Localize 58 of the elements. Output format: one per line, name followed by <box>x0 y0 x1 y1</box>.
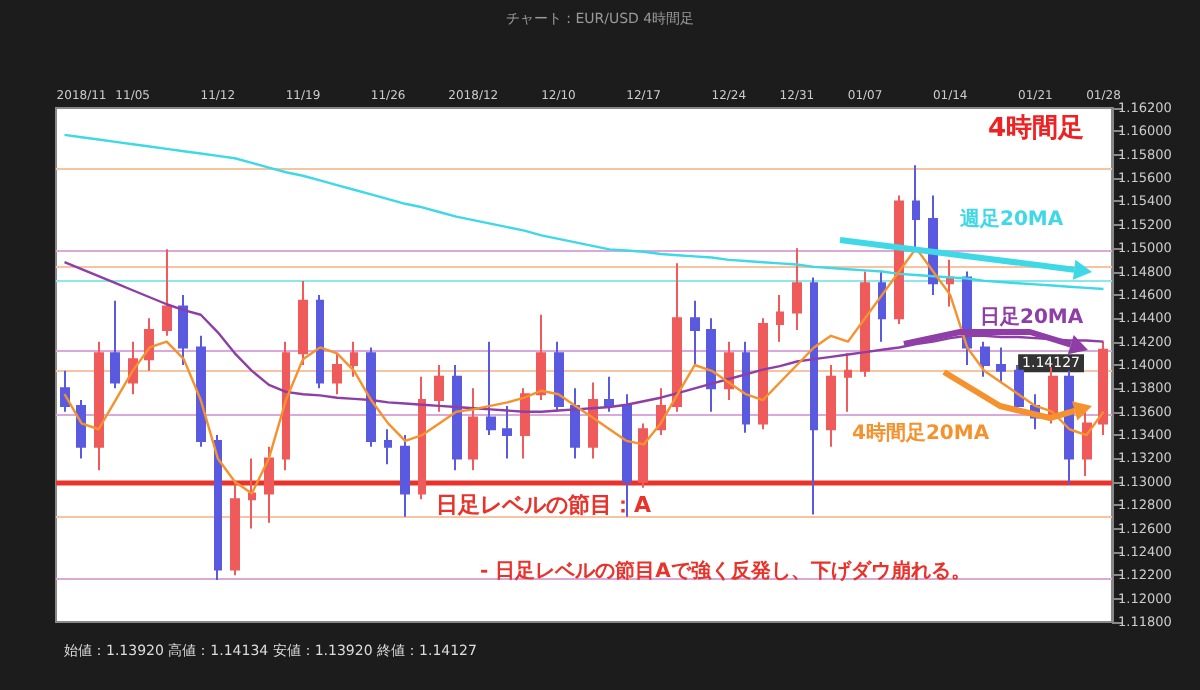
chart-title: 4時間足 <box>987 114 1084 144</box>
candlestick <box>690 299 700 366</box>
text: 4時間足20MA <box>852 421 990 445</box>
candlestick <box>844 352 852 413</box>
candlestick <box>468 387 478 472</box>
candlestick <box>1014 364 1024 413</box>
candlestick <box>776 293 784 343</box>
candlestick <box>350 340 358 378</box>
candlestick <box>1082 410 1092 477</box>
candlestick <box>434 364 444 413</box>
line-series <box>63 246 1105 495</box>
line-series <box>63 261 1105 413</box>
candlestick <box>878 270 886 343</box>
candlestick <box>996 346 1006 384</box>
candlestick <box>316 293 324 390</box>
candlestick <box>298 279 308 366</box>
candlestick <box>162 248 172 337</box>
candlestick <box>282 340 290 472</box>
candlestick <box>502 404 512 460</box>
candlestick <box>638 422 648 489</box>
candlestick <box>384 428 392 466</box>
candlestick <box>622 393 632 518</box>
candlestick <box>536 313 546 402</box>
candlestick <box>178 293 188 366</box>
candlestick <box>810 276 818 516</box>
candlestick <box>332 352 342 396</box>
candlestick <box>1098 340 1108 437</box>
candlestick <box>672 262 682 413</box>
candlestick <box>400 434 410 518</box>
candlestick <box>110 299 120 390</box>
annotation: - 日足レベルの節目Aで強く反発し、下げダウ崩れる。 <box>480 559 971 583</box>
candlestick <box>912 164 920 250</box>
candlestick <box>860 270 870 378</box>
candlestick <box>826 364 836 448</box>
candlestick <box>418 375 426 501</box>
candlestick <box>554 340 564 413</box>
series-label: 日足20MA <box>980 305 1084 329</box>
candlestick <box>758 317 768 431</box>
candlestick <box>604 375 614 413</box>
candlestick <box>248 457 256 530</box>
candlestick <box>196 334 206 448</box>
candlestick <box>76 399 86 460</box>
candlestick <box>214 434 222 581</box>
candlestick <box>980 340 990 378</box>
candlestick <box>94 340 104 472</box>
ref-line-label: 日足レベルの節目：A <box>436 491 652 518</box>
candlestick <box>366 346 376 448</box>
candlestick <box>486 340 496 437</box>
candlestick <box>452 364 462 472</box>
candlestick <box>706 317 716 413</box>
candlestick <box>946 258 954 308</box>
candlestick <box>742 340 750 434</box>
candlestick <box>264 445 274 524</box>
text: 週足20MA <box>958 207 1064 231</box>
candlestick <box>230 480 240 577</box>
candlestick <box>570 387 580 460</box>
candlestick <box>588 381 598 460</box>
candlestick <box>792 247 802 331</box>
